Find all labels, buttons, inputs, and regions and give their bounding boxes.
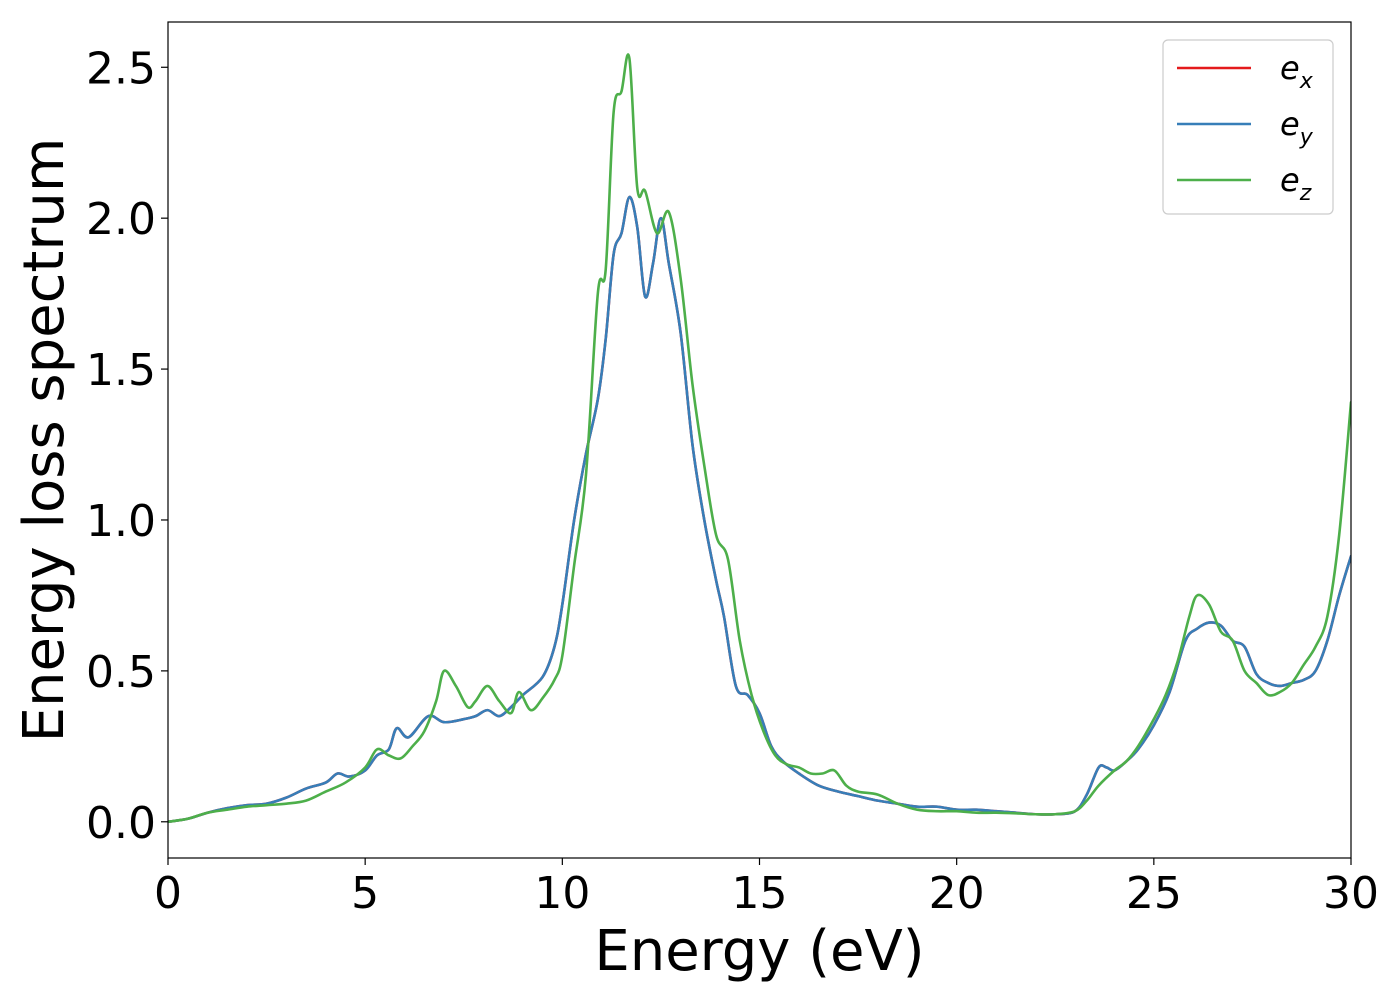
y-tick-label: 0.5 xyxy=(86,647,156,698)
series-line-z xyxy=(168,53,1351,824)
x-tick-label: 10 xyxy=(534,868,590,919)
y-axis-label: Energy loss spectrum xyxy=(12,138,77,743)
x-axis-ticks: 0 5 10 15 20 25 30 xyxy=(154,858,1379,919)
legend-label-base: e xyxy=(1280,161,1300,199)
legend-label-x: ex xyxy=(1280,49,1314,94)
x-axis-label: Energy (eV) xyxy=(594,919,924,984)
legend-label-sub: y xyxy=(1299,125,1314,150)
legend-box xyxy=(1162,39,1334,215)
legend-label-y: ey xyxy=(1280,105,1314,150)
y-tick-label: 0.0 xyxy=(86,798,156,849)
y-tick-label: 1.0 xyxy=(86,496,156,547)
x-tick-label: 25 xyxy=(1126,868,1182,919)
y-tick-label: 2.5 xyxy=(86,43,156,94)
legend-label-sub: z xyxy=(1299,181,1312,206)
legend-label-z: ez xyxy=(1280,161,1312,206)
x-tick-label: 30 xyxy=(1323,868,1379,919)
x-tick-label: 5 xyxy=(351,868,379,919)
legend-label-base: e xyxy=(1280,105,1300,143)
x-tick-label: 0 xyxy=(154,868,182,919)
y-tick-label: 2.0 xyxy=(86,194,156,245)
legend-label-base: e xyxy=(1280,49,1300,87)
y-axis-ticks: 0.0 0.5 1.0 1.5 2.0 2.5 xyxy=(86,43,168,849)
legend-label-sub: x xyxy=(1299,69,1314,94)
x-tick-label: 20 xyxy=(929,868,985,919)
series-lines xyxy=(168,53,1351,824)
x-tick-label: 15 xyxy=(732,868,788,919)
y-tick-label: 1.5 xyxy=(86,345,156,396)
